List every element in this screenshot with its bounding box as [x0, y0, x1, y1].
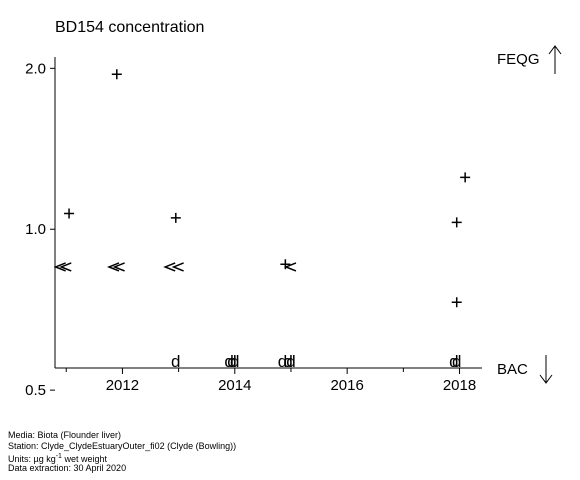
y-tick-label: 0.5 [25, 382, 46, 399]
y-tick-label: 1.0 [25, 221, 46, 238]
bac-threshold-label: BAC [497, 361, 528, 378]
plus-marker [280, 259, 291, 270]
plus-marker [460, 172, 471, 183]
less-than-marker [163, 262, 176, 272]
detection-limit-marker: d [227, 352, 236, 371]
x-tick-label: 2014 [218, 377, 251, 394]
x-tick-label: 2012 [106, 377, 139, 394]
detection-limit-marker: d [278, 352, 287, 371]
chart-title: BD154 concentration [55, 19, 205, 36]
less-than-marker [106, 262, 120, 272]
detection-limit-marker: d [171, 352, 180, 371]
less-than-marker [53, 262, 66, 272]
media-line: Media: Biota (Flounder liver) [8, 430, 122, 440]
x-tick-label: 2016 [330, 377, 363, 394]
detection-limit-marker: d [449, 352, 458, 371]
detection-limit-marker: d [224, 352, 233, 371]
detection-limit-marker: d [283, 352, 292, 371]
units-line: Units: µg kg-1 wet weight [8, 453, 107, 464]
up-arrow-icon [548, 45, 562, 74]
less-than-marker [283, 262, 297, 272]
plus-marker [451, 217, 462, 228]
plus-marker [451, 297, 462, 308]
less-than-marker [112, 262, 125, 272]
plus-marker [111, 69, 122, 80]
x-tick-label: 2018 [443, 377, 476, 394]
plus-marker [64, 208, 75, 219]
down-arrow-icon [539, 355, 553, 384]
plus-marker [170, 212, 181, 223]
station-line: Station: Clyde_ClydeEstuaryOuter_fi02 (C… [8, 441, 237, 451]
extraction-date-line: Data extraction: 30 April 2020 [8, 463, 127, 473]
detection-limit-marker: d [286, 352, 295, 371]
detection-limit-marker: d [230, 352, 239, 371]
less-than-marker [59, 262, 72, 272]
feqg-threshold-label: FEQG [497, 51, 540, 68]
detection-limit-marker: d [452, 352, 461, 371]
y-tick-label: 2.0 [25, 60, 46, 77]
less-than-marker [171, 262, 184, 272]
